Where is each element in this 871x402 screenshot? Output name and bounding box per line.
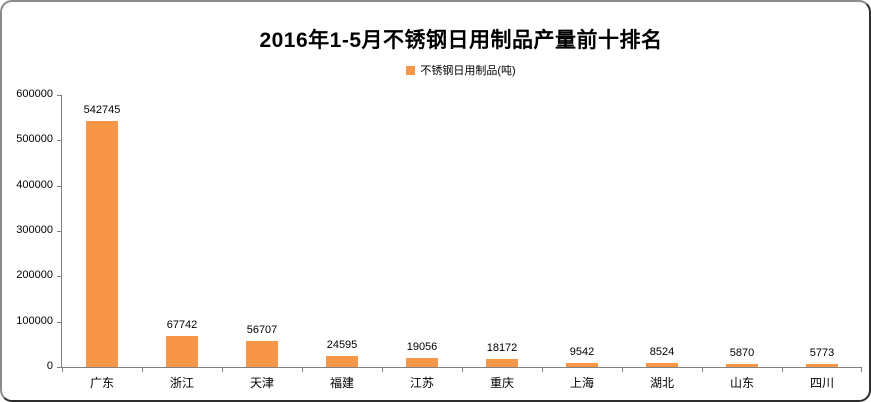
bar-value-label: 8524 [649, 346, 675, 358]
x-category-label: 江苏 [409, 376, 434, 390]
y-tick-label: 300000 [16, 224, 53, 236]
y-tick-label: 500000 [16, 133, 53, 145]
legend-label: 不锈钢日用制品(吨) [420, 65, 516, 77]
x-category-label: 福建 [329, 376, 354, 390]
x-category-label: 上海 [569, 376, 594, 390]
bar [326, 356, 358, 367]
x-tick [861, 367, 862, 372]
x-tick [782, 367, 783, 372]
y-tick-label: 600000 [16, 88, 53, 100]
bar-value-label: 56707 [246, 324, 278, 336]
x-category-label: 山东 [729, 376, 754, 390]
bar-value-label: 5870 [729, 347, 755, 359]
bar [166, 336, 198, 367]
x-category-label: 湖北 [649, 376, 674, 390]
bar-value-label: 542745 [83, 104, 121, 116]
y-tick [57, 367, 62, 368]
x-category-label: 浙江 [169, 376, 194, 390]
x-tick [462, 367, 463, 372]
x-category-label: 四川 [809, 376, 834, 390]
x-tick [622, 367, 623, 372]
legend: 不锈钢日用制品(吨) [61, 62, 861, 78]
x-category-label: 天津 [249, 376, 274, 390]
bar-value-label: 19056 [406, 341, 438, 353]
y-tick-label: 100000 [16, 315, 53, 327]
y-tick [57, 186, 62, 187]
bar [86, 121, 118, 367]
bar [806, 364, 838, 367]
bar-value-label: 5773 [809, 347, 835, 359]
x-category-label: 广东 [89, 376, 114, 390]
legend-swatch-icon [406, 65, 416, 75]
bar [486, 359, 518, 367]
bar [566, 363, 598, 367]
chart-title: 2016年1-5月不锈钢日用制品产量前十排名 [259, 29, 663, 52]
bar-value-label: 9542 [569, 346, 595, 358]
x-tick [382, 367, 383, 372]
bar-value-label: 24595 [326, 339, 358, 351]
y-tick [57, 322, 62, 323]
x-tick [302, 367, 303, 372]
x-category-label: 重庆 [489, 376, 514, 390]
bar [246, 341, 278, 367]
bar [646, 363, 678, 367]
x-tick [542, 367, 543, 372]
bar-value-label: 18172 [486, 342, 518, 354]
y-tick [57, 231, 62, 232]
bar-value-label: 67742 [166, 319, 198, 331]
plot-area: 0 100000 200000 300000 400000 500000 600000 542… [16, 88, 862, 390]
y-tick-label: 200000 [16, 269, 53, 281]
bar [726, 364, 758, 367]
y-tick [57, 95, 62, 96]
x-tick [142, 367, 143, 372]
x-tick [222, 367, 223, 372]
y-tick [57, 276, 62, 277]
y-tick-label: 0 [46, 360, 53, 372]
bar [406, 358, 438, 367]
y-tick [57, 140, 62, 141]
x-tick [702, 367, 703, 372]
y-tick-label: 400000 [16, 179, 53, 191]
x-tick [62, 367, 63, 372]
